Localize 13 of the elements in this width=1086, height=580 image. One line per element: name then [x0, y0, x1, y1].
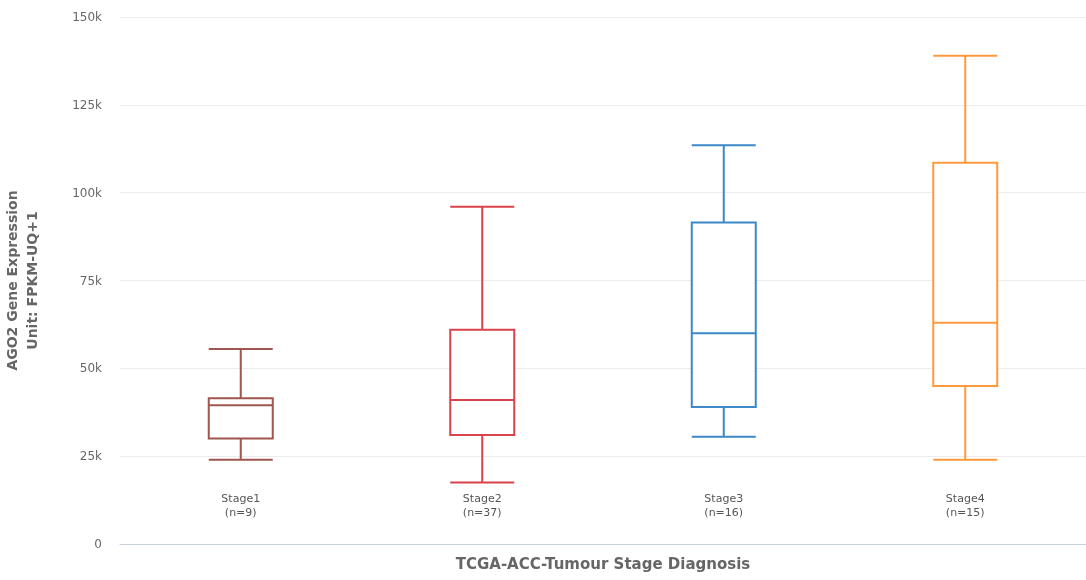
y-tick-label: 125k: [72, 97, 103, 112]
x-tick-label: Stage3 (n=16): [704, 491, 744, 519]
y-tick-label: 150k: [72, 10, 103, 24]
y-tick-label: 50k: [79, 361, 103, 376]
y-axis-title: AGO2 Gene Expression Unit: FPKM-UQ+1: [4, 190, 40, 371]
x-axis-title: TCGA-ACC-Tumour Stage Diagnosis: [455, 554, 751, 573]
y-tick-label: 25k: [79, 449, 103, 464]
x-tick-label: Stage2 (n=37): [462, 491, 502, 519]
x-tick-label: Stage4 (n=15): [945, 491, 985, 519]
y-tick-label: 75k: [79, 273, 103, 288]
x-tick-label: Stage1 (n=9): [221, 491, 261, 519]
y-tick-label: 100k: [72, 185, 103, 200]
y-tick-label: 0: [94, 537, 102, 551]
